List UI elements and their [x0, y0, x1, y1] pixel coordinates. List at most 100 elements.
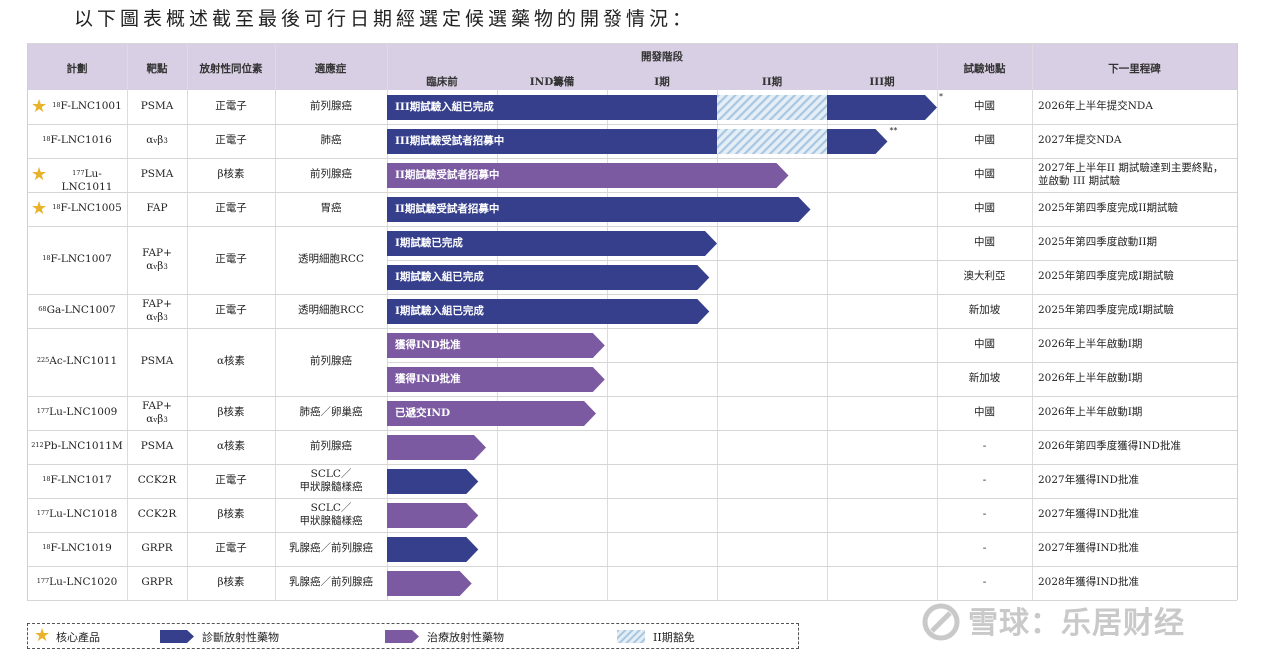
target-text: CCK2R [137, 474, 177, 486]
isotope: 正電子 [215, 202, 247, 214]
target: GRPR [127, 576, 187, 589]
bar-arrow-shape [387, 366, 605, 392]
trial-site: - [982, 474, 987, 486]
bar-arrow-shape [387, 536, 479, 562]
target-text: CCK2R [137, 508, 177, 520]
target-text: GRPR [141, 542, 173, 554]
next-milestone: 2027年獲得IND批准 [1038, 542, 1139, 554]
program-code: Pb-LNC1011M [43, 440, 123, 452]
row-divider [27, 328, 1237, 329]
indication-text: 乳腺癌／前列腺癌 [289, 542, 373, 554]
indication-text: 胃癌 [320, 202, 342, 214]
indication: SCLC／ 甲狀腺髓樣癌 [275, 468, 387, 494]
target: PSMA [127, 355, 187, 368]
program-name: 18F-LNC1016 [27, 134, 127, 147]
star-icon: ★ [34, 625, 51, 646]
program-isotope-sup: 68 [38, 305, 47, 313]
bar-status-label: II期試驗受試者招募中 [395, 168, 500, 181]
bar-arrow-shape [387, 298, 710, 324]
target-line1: FAP+ [142, 400, 172, 412]
phase2-waived-hatch [717, 94, 827, 120]
column-divider [27, 43, 28, 600]
target: FAP+ αvβ3 [127, 400, 187, 427]
watermark: 雪球：乐居财经 [968, 606, 1185, 641]
trial-site: 中國 [974, 406, 995, 418]
indication: 肺癌／卵巢癌 [275, 406, 387, 419]
indication-text: 前列腺癌 [310, 168, 352, 180]
star-icon: ★ [31, 164, 48, 185]
bar-status-label: II期試驗受試者招募中 [395, 202, 500, 215]
row-divider [27, 226, 1237, 227]
column-divider [275, 43, 276, 600]
next-milestone: 2028年獲得IND批准 [1038, 576, 1139, 588]
row-divider [27, 532, 1237, 533]
bar-status-label: I期試驗已完成 [395, 236, 463, 249]
trial-site: 中國 [974, 236, 995, 248]
phase2-waived-hatch [717, 128, 827, 154]
program-isotope-sup: 18 [42, 475, 51, 483]
indication: 前列腺癌 [275, 100, 387, 113]
program-name: 177Lu-LNC1009 [27, 406, 127, 419]
program-isotope-sup: 177 [72, 169, 85, 177]
sub-row-divider [387, 362, 1237, 363]
bar-arrow-shape [387, 162, 789, 188]
trial-site: 中國 [974, 100, 995, 112]
bar-arrow-shape [387, 468, 479, 494]
target: CCK2R [127, 508, 187, 521]
column-divider [1237, 43, 1238, 600]
indication-line2: 甲狀腺髓樣癌 [299, 515, 363, 527]
column-divider [937, 43, 938, 600]
page-heading: 以下圖表概述截至最後可行日期經選定候選藥物的開發情況： [74, 8, 696, 30]
header-site: 試驗地點 [963, 63, 1006, 75]
header-isotope: 放射性同位素 [199, 63, 263, 75]
table-top-border [27, 43, 1237, 44]
program-code: F-LNC1007 [50, 253, 112, 265]
program-isotope-sup: 18 [52, 101, 61, 109]
header-program: 計劃 [66, 63, 88, 75]
star-icon: ★ [31, 96, 48, 117]
pipeline-table: 計劃 靶點 放射性同位素 適應症 開發階段 臨床前 IND籌備 I期 II期 I… [27, 43, 1238, 608]
row-divider [27, 566, 1237, 567]
isotope: 正電子 [215, 134, 247, 146]
target-alpha: α [146, 260, 154, 272]
program-isotope-sup: 177 [36, 577, 50, 585]
bar-arrow-shape [387, 502, 479, 528]
target: PSMA [127, 100, 187, 113]
next-milestone: 2025年第四季度完成I期試驗 [1038, 270, 1174, 282]
isotope: β核素 [217, 406, 245, 418]
indication: 前列腺癌 [275, 355, 387, 368]
header-stage-phase1: I期 [654, 76, 670, 88]
trial-site: 新加坡 [968, 372, 1001, 384]
indication: 胃癌 [275, 202, 387, 215]
indication: 前列腺癌 [275, 440, 387, 453]
header-stage-phase3: III期 [869, 76, 895, 88]
target-alpha: α [146, 134, 154, 146]
stage-progress-bar: 獲得IND批准 [387, 332, 605, 358]
target-sub-3: 3 [163, 314, 168, 322]
stage-progress-bar: III期試驗入組已完成 [387, 94, 937, 120]
program-name: 18F-LNC1005 [47, 202, 127, 215]
target-beta: β [157, 260, 164, 272]
isotope: 正電子 [215, 474, 247, 486]
indication-text: 透明細胞RCC [298, 304, 364, 316]
program-isotope-sup: 18 [42, 254, 51, 262]
target-text: FAP [146, 202, 168, 214]
indication: 乳腺癌／前列腺癌 [275, 576, 387, 589]
target: αvβ3 [127, 134, 187, 148]
trial-site: - [982, 542, 987, 554]
next-milestone: 2027年上半年II 期試驗達到主要終點，並啟動 III 期試驗 [1038, 162, 1224, 187]
indication: 前列腺癌 [275, 168, 387, 181]
stage-progress-bar: 已遞交IND [387, 400, 596, 426]
isotope: β核素 [217, 576, 245, 588]
next-milestone: 2026年上半年提交NDA [1038, 100, 1153, 112]
target-text: GRPR [141, 576, 173, 588]
footnote-mark: * [939, 91, 943, 101]
target-alpha: α [146, 311, 154, 323]
program-isotope-sup: 18 [42, 543, 51, 551]
row-divider [27, 396, 1237, 397]
target-beta: β [157, 311, 164, 323]
legend-diagnostic-label: 診斷放射性藥物 [202, 631, 279, 644]
indication: SCLC／ 甲狀腺髓樣癌 [275, 502, 387, 528]
star-icon: ★ [31, 198, 48, 219]
program-code: F-LNC1001 [60, 100, 122, 112]
